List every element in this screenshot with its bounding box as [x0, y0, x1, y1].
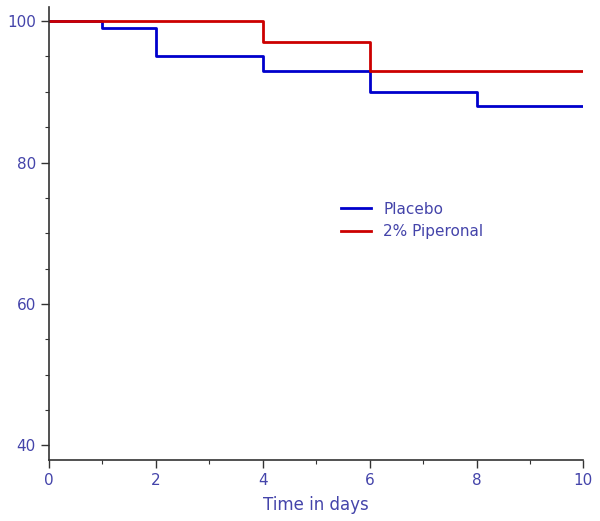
- Placebo: [366, 89, 373, 95]
- Placebo: [46, 18, 53, 24]
- 2% Piperonal: [259, 18, 266, 24]
- Placebo: [259, 67, 266, 73]
- X-axis label: Time in days: Time in days: [263, 496, 369, 514]
- Placebo: [366, 67, 373, 73]
- Line: 2% Piperonal: 2% Piperonal: [49, 21, 583, 70]
- Placebo: [99, 18, 106, 24]
- Placebo: [580, 103, 587, 109]
- Placebo: [152, 25, 160, 31]
- Line: Placebo: Placebo: [49, 21, 583, 106]
- 2% Piperonal: [366, 39, 373, 45]
- Placebo: [99, 25, 106, 31]
- 2% Piperonal: [366, 67, 373, 73]
- Legend: Placebo, 2% Piperonal: Placebo, 2% Piperonal: [335, 195, 490, 245]
- 2% Piperonal: [259, 39, 266, 45]
- 2% Piperonal: [46, 18, 53, 24]
- Placebo: [473, 89, 480, 95]
- Placebo: [259, 53, 266, 59]
- 2% Piperonal: [580, 67, 587, 73]
- Placebo: [152, 53, 160, 59]
- Placebo: [473, 103, 480, 109]
